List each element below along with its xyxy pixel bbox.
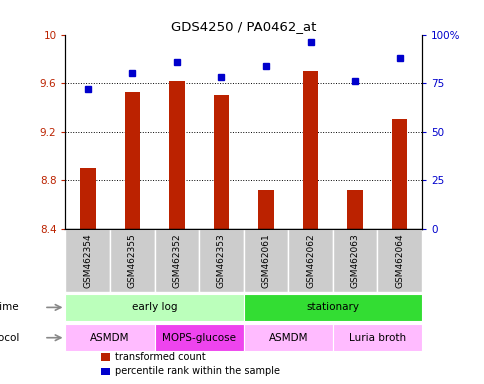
Text: GSM462061: GSM462061 bbox=[261, 234, 270, 288]
Bar bbox=[101, 353, 110, 361]
Text: GSM462353: GSM462353 bbox=[216, 234, 226, 288]
FancyBboxPatch shape bbox=[287, 228, 332, 292]
Text: transformed count: transformed count bbox=[115, 352, 206, 362]
FancyBboxPatch shape bbox=[65, 228, 110, 292]
Bar bbox=[80, 168, 95, 228]
Bar bbox=[302, 71, 318, 228]
FancyBboxPatch shape bbox=[65, 294, 243, 321]
Text: time: time bbox=[0, 303, 19, 313]
FancyBboxPatch shape bbox=[332, 324, 421, 351]
Bar bbox=[101, 367, 110, 375]
FancyBboxPatch shape bbox=[65, 324, 154, 351]
Text: early log: early log bbox=[132, 303, 177, 313]
Bar bbox=[169, 81, 184, 228]
Bar bbox=[257, 190, 273, 228]
Text: GSM462354: GSM462354 bbox=[83, 234, 92, 288]
FancyBboxPatch shape bbox=[243, 294, 421, 321]
FancyBboxPatch shape bbox=[154, 324, 243, 351]
Bar bbox=[124, 91, 140, 228]
Text: percentile rank within the sample: percentile rank within the sample bbox=[115, 366, 280, 376]
FancyBboxPatch shape bbox=[377, 228, 421, 292]
Text: Luria broth: Luria broth bbox=[348, 333, 405, 343]
FancyBboxPatch shape bbox=[243, 324, 332, 351]
FancyBboxPatch shape bbox=[243, 228, 287, 292]
Bar bbox=[391, 119, 407, 228]
Bar bbox=[347, 190, 362, 228]
Text: GSM462062: GSM462062 bbox=[305, 234, 315, 288]
Text: growth protocol: growth protocol bbox=[0, 333, 19, 343]
FancyBboxPatch shape bbox=[199, 228, 243, 292]
Text: MOPS-glucose: MOPS-glucose bbox=[162, 333, 236, 343]
FancyBboxPatch shape bbox=[110, 228, 154, 292]
Bar bbox=[213, 95, 229, 228]
Text: stationary: stationary bbox=[306, 303, 359, 313]
Text: GSM462352: GSM462352 bbox=[172, 234, 181, 288]
Text: GSM462064: GSM462064 bbox=[394, 234, 403, 288]
Text: ASMDM: ASMDM bbox=[90, 333, 130, 343]
FancyBboxPatch shape bbox=[154, 228, 199, 292]
FancyBboxPatch shape bbox=[332, 228, 377, 292]
Text: GSM462063: GSM462063 bbox=[350, 234, 359, 288]
Text: GSM462355: GSM462355 bbox=[128, 234, 136, 288]
Text: ASMDM: ASMDM bbox=[268, 333, 307, 343]
Title: GDS4250 / PA0462_at: GDS4250 / PA0462_at bbox=[171, 20, 316, 33]
